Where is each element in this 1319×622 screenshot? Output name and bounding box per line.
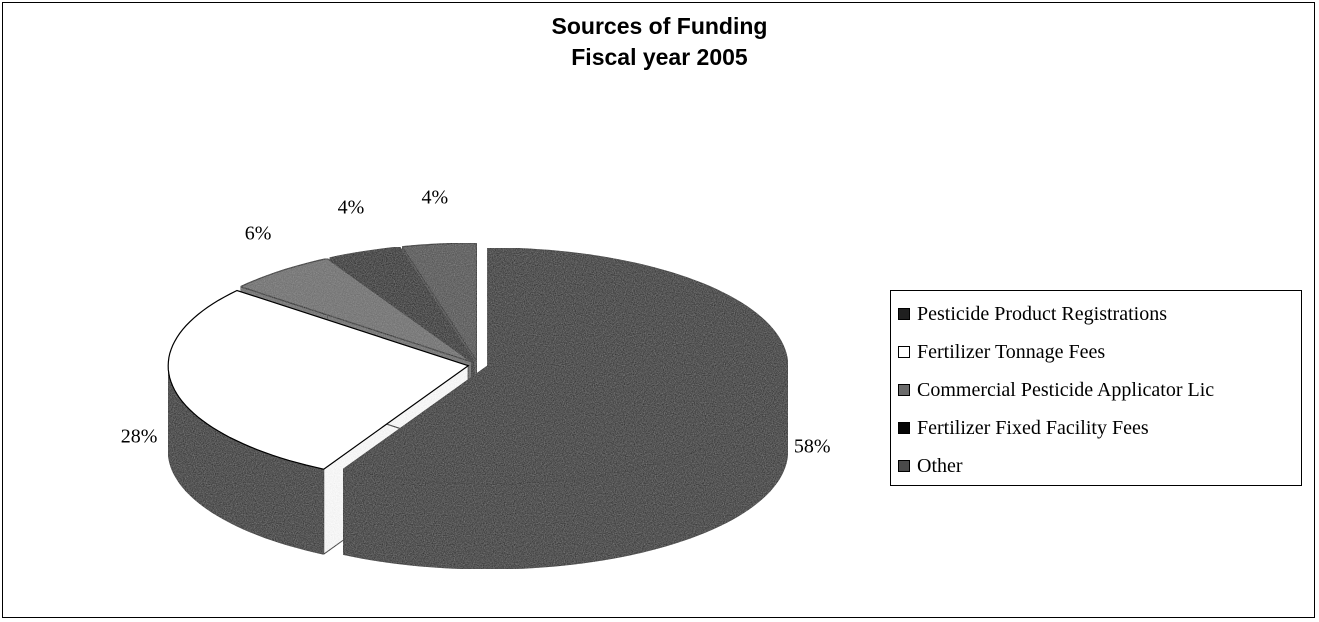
legend-item: Other — [891, 447, 1301, 485]
data-label-0: 58% — [794, 435, 831, 457]
slice-top-4 — [401, 242, 478, 364]
slice-top-2 — [238, 257, 472, 363]
legend-label: Pesticide Product Registrations — [917, 302, 1167, 325]
legend-swatch — [898, 460, 910, 472]
legend-swatch — [898, 422, 910, 434]
chart-title: Sources of Funding — [551, 13, 768, 39]
legend-item: Pesticide Product Registrations — [891, 295, 1301, 333]
data-label-4: 4% — [421, 186, 448, 208]
legend-swatch — [898, 308, 910, 320]
legend-label: Fertilizer Tonnage Fees — [917, 340, 1106, 363]
legend-item: Fertilizer Tonnage Fees — [891, 333, 1301, 371]
legend-swatch — [898, 346, 910, 358]
slice-top-3 — [328, 246, 475, 362]
chart-legend: Pesticide Product Registrations Fertilize… — [890, 290, 1302, 486]
chart-subtitle: Fiscal year 2005 — [571, 44, 748, 70]
legend-item: Commercial Pesticide Applicator Lic — [891, 371, 1301, 409]
slice-top-1 — [167, 289, 470, 470]
data-label-2: 6% — [245, 222, 272, 244]
legend-item: Fertilizer Fixed Facility Fees — [891, 409, 1301, 447]
legend-label: Other — [917, 454, 963, 477]
data-label-1: 28% — [121, 425, 158, 447]
legend-label: Commercial Pesticide Applicator Lic — [917, 378, 1215, 401]
legend-swatch — [898, 384, 910, 396]
slice-top-0 — [341, 247, 789, 485]
data-label-3: 4% — [338, 196, 365, 218]
legend-label: Fertilizer Fixed Facility Fees — [917, 416, 1149, 439]
